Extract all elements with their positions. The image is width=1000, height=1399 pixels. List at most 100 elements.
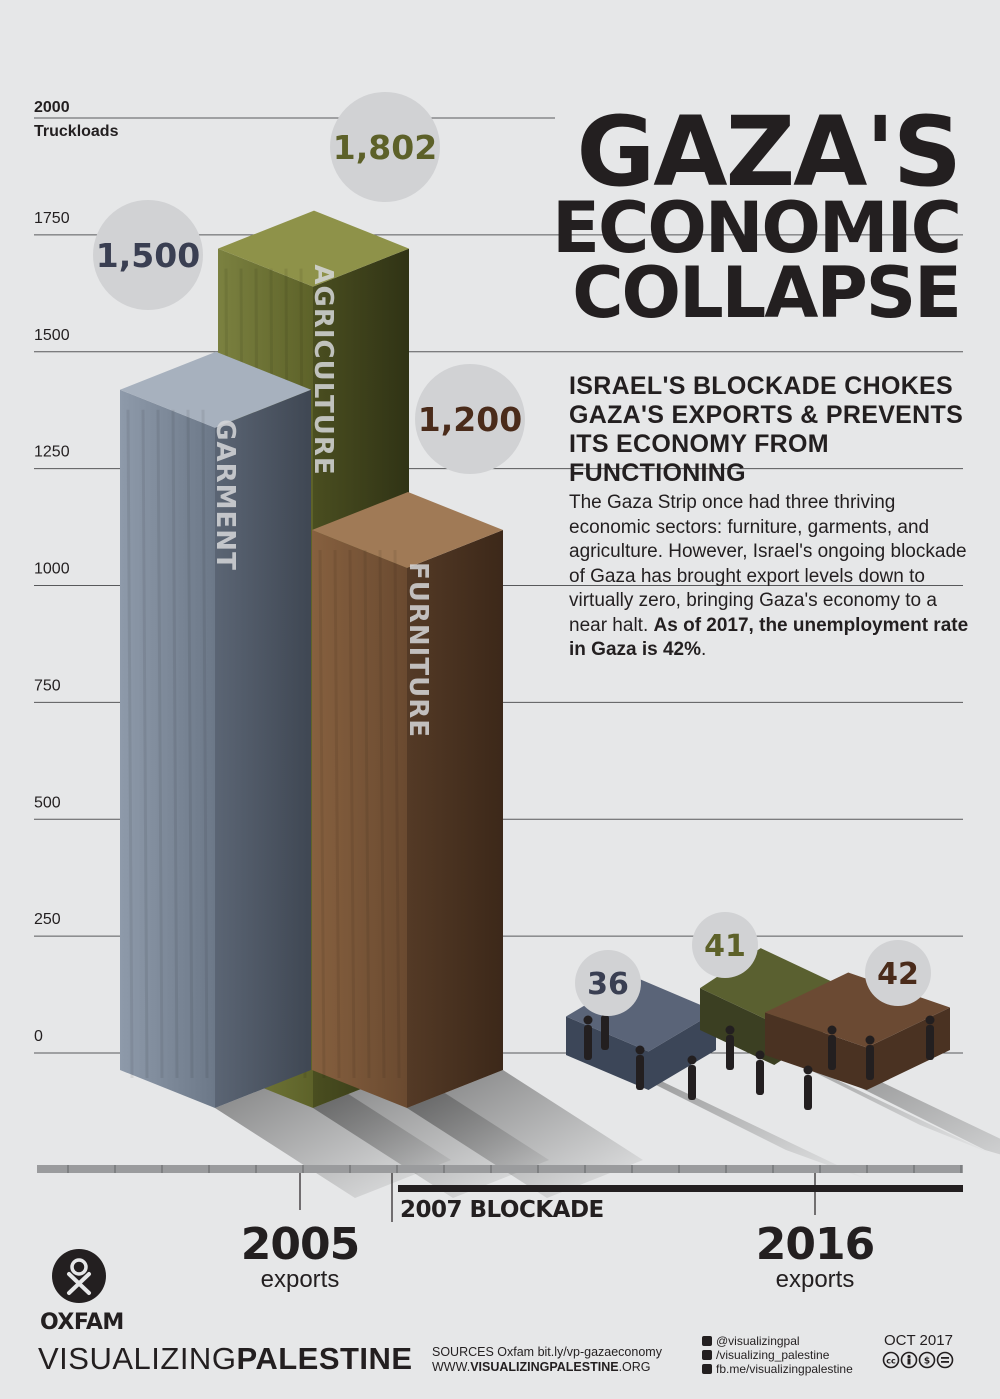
body-paragraph: The Gaza Strip once had three thriving e… — [569, 491, 969, 663]
sector-label-garment: GARMENT — [210, 419, 240, 571]
twitter-icon — [702, 1336, 712, 1346]
y-tick-500: 500 — [34, 794, 61, 811]
figure-body — [584, 1025, 592, 1060]
figure-body — [636, 1055, 644, 1090]
marker-2005: 2005 exports — [230, 1222, 370, 1292]
value-label-2016-agriculture: 41 — [704, 929, 746, 964]
figure-body — [804, 1075, 812, 1110]
y-tick-1000: 1000 — [34, 561, 70, 578]
brand-light: VISUALIZING — [38, 1341, 237, 1376]
value-bubble-2016-agriculture — [692, 912, 758, 978]
marker-2005-year: 2005 — [240, 1219, 360, 1270]
marker-2016-caption: exports — [775, 1266, 855, 1293]
bar-texture-line — [201, 409, 209, 1079]
timeline — [37, 1165, 963, 1222]
value-labels: 1,802 1,500 1,200 36 41 42 — [93, 92, 931, 1016]
bar-texture-line — [156, 409, 164, 1079]
timeline-ticks — [67, 1165, 962, 1173]
person-figure — [865, 1035, 875, 1080]
value-bubble-2005-garment — [93, 200, 203, 310]
y-tick-750: 750 — [34, 677, 61, 694]
oxfam-name: OXFAM — [40, 1310, 124, 1335]
person-figure — [687, 1055, 697, 1100]
value-bubble-2005-furniture — [415, 364, 525, 474]
bar-face-top — [120, 351, 311, 428]
bar-texture-line — [141, 409, 149, 1079]
bar-texture-line — [348, 549, 356, 1079]
sources-suffix: .ORG — [618, 1359, 651, 1374]
creative-commons-icon: cc $ — [882, 1351, 954, 1369]
social-instagram-label: /visualizing_palestine — [716, 1348, 830, 1362]
svg-text:cc: cc — [886, 1357, 896, 1366]
bar-face-side — [407, 530, 503, 1108]
marker-2005-caption: exports — [260, 1266, 340, 1293]
y-axis-unit-label: Truckloads — [34, 123, 119, 140]
y-tick-1250: 1250 — [34, 444, 70, 461]
y-tick-250: 250 — [34, 911, 61, 928]
bar-face-front — [120, 389, 215, 1108]
oxfam-logo-icon — [52, 1249, 106, 1303]
subtitle: ISRAEL'S BLOCKADE CHOKES GAZA'S EXPORTS … — [569, 372, 964, 487]
person-figure — [583, 1015, 593, 1060]
bars: AGRICULTURE GARMENT FURNITURE — [120, 210, 950, 1110]
y-axis-top-label: 2000 — [34, 99, 70, 116]
figure-body — [926, 1025, 934, 1060]
value-bubble-2016-furniture — [865, 940, 931, 1006]
value-label-2005-garment: 1,500 — [96, 236, 200, 275]
social-instagram[interactable]: /visualizing_palestine — [702, 1348, 853, 1362]
figure-head — [687, 1055, 697, 1065]
social-twitter[interactable]: @visualizingpal — [702, 1334, 853, 1348]
blockade-bar — [398, 1185, 963, 1192]
figure-head — [635, 1045, 645, 1055]
brand-bold: PALESTINE — [236, 1341, 413, 1376]
body-end: . — [701, 639, 707, 660]
bar-texture-line — [393, 549, 401, 1079]
sources-line-2: WWW.VISUALIZINGPALESTINE.ORG — [432, 1360, 662, 1375]
bar-texture-line — [171, 409, 179, 1079]
figure-body — [756, 1060, 764, 1095]
figure-head — [803, 1065, 813, 1075]
bar-face-side — [215, 389, 311, 1108]
body-bold-text: As of 2017, the unemployment rate in Gaz… — [569, 614, 969, 661]
bar-texture-line — [186, 409, 194, 1079]
y-tick-1500: 1500 — [34, 327, 70, 344]
marker-2016: 2016 exports — [745, 1222, 885, 1292]
bar-texture-line — [333, 549, 341, 1079]
figure-head — [725, 1025, 735, 1035]
figure-body — [601, 1015, 609, 1050]
person-figure — [725, 1025, 735, 1070]
visualizing-palestine-brand: VISUALIZINGPALESTINE — [38, 1342, 413, 1376]
person-figure — [755, 1050, 765, 1095]
social-facebook-label: fb.me/visualizingpalestine — [716, 1362, 853, 1376]
figure-body — [726, 1035, 734, 1070]
svg-text:$: $ — [924, 1357, 930, 1367]
bar-texture-line — [318, 549, 326, 1079]
y-tick-1750: 1750 — [34, 210, 70, 227]
bar-face-top — [312, 492, 503, 568]
bar-2005-furniture: FURNITURE — [312, 492, 503, 1108]
bar-2005-garment: GARMENT — [120, 351, 311, 1108]
title-line-3: COLLAPSE — [572, 251, 962, 334]
figure-head — [583, 1015, 593, 1025]
figure-head — [827, 1025, 837, 1035]
title-line-1: GAZA'S — [576, 96, 962, 208]
figure-head — [755, 1050, 765, 1060]
bar-face-top — [218, 210, 409, 287]
value-bubble-2016-garment — [575, 950, 641, 1016]
timeline-axis — [37, 1165, 963, 1173]
y-tick-0: 0 — [34, 1028, 43, 1045]
sources: SOURCES Oxfam bit.ly/vp-gazaeconomy WWW.… — [432, 1345, 662, 1374]
value-label-2005-furniture: 1,200 — [418, 400, 522, 439]
value-bubble-2005-agriculture — [330, 92, 440, 202]
social-facebook[interactable]: fb.me/visualizingpalestine — [702, 1362, 853, 1376]
marker-2016-year: 2016 — [755, 1219, 875, 1270]
value-label-2016-furniture: 42 — [877, 957, 919, 992]
body-text: The Gaza Strip once had three thriving e… — [569, 492, 967, 636]
figure-body — [866, 1045, 874, 1080]
bar-texture-line — [126, 409, 134, 1079]
value-label-2016-garment: 36 — [587, 967, 629, 1002]
social-links: @visualizingpal /visualizing_palestine f… — [702, 1334, 853, 1376]
facebook-icon — [702, 1364, 712, 1374]
publish-date: OCT 2017 — [884, 1332, 953, 1349]
